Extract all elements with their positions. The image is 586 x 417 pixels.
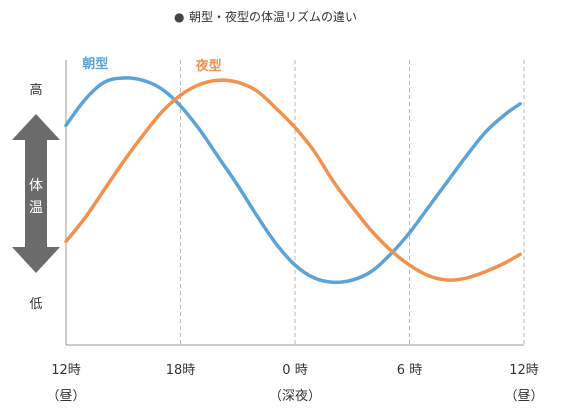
x-tick-label: 18時 — [166, 363, 196, 378]
chart-title-text: 朝型・夜型の体温リズムの違い — [189, 9, 357, 24]
x-tick-label: 12時 — [509, 363, 539, 378]
x-tick-labels: 12時 （昼） 18時 0 時 （深夜） 6 時 12時 （昼） — [46, 363, 543, 404]
series-labels: 朝型 夜型 — [82, 56, 221, 74]
y-label-high: 高 — [29, 82, 42, 98]
x-tick-sublabel: （深夜） — [269, 389, 321, 404]
title-bullet: ● — [174, 10, 184, 24]
series-lines — [64, 76, 522, 285]
x-tick-label: 0 時 — [282, 363, 307, 378]
x-tick-sublabel: （昼） — [504, 389, 543, 404]
arrow-label-char-2: 温 — [29, 200, 43, 216]
series-label: 朝型 — [82, 56, 108, 72]
x-tick-label: 6 時 — [397, 363, 422, 378]
arrow-label-char-1: 体 — [29, 178, 43, 194]
series-label: 夜型 — [195, 58, 222, 74]
y-label-low: 低 — [29, 297, 42, 312]
x-tick-sublabel: （昼） — [46, 389, 85, 404]
temperature-arrow: 体 温 — [12, 114, 60, 273]
series-line-morning — [64, 76, 522, 285]
gridlines — [180, 60, 525, 345]
series-line-night — [64, 78, 522, 282]
x-tick-label: 12時 — [51, 363, 81, 378]
chart-title: ● 朝型・夜型の体温リズムの違い — [174, 9, 357, 24]
double-arrow-icon — [12, 114, 60, 273]
